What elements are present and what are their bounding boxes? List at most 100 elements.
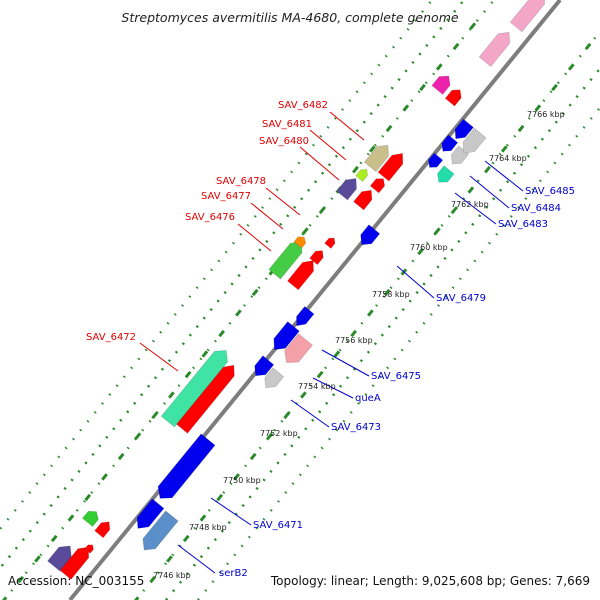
gene-blue-shape[interactable] [296,305,315,327]
tick-mark [184,370,192,379]
gene-red-shape[interactable] [353,189,373,211]
tick-mark [534,104,542,112]
gene-label-sav-6485[interactable]: SAV_6485 [525,186,575,197]
gene-purple-shape[interactable] [47,545,72,572]
leader-line [237,223,272,252]
gene-sav-6473-shape[interactable] [264,367,285,389]
kbp-label: 7750 kbp [223,476,261,485]
kbp-label: 7748 kbp [189,523,227,532]
gene-pink-shape[interactable] [509,0,546,33]
tick-mark [300,391,307,399]
gene-sav-6478b-shape[interactable] [309,250,324,266]
tick-mark [182,534,190,543]
gene-label-sav-6475[interactable]: SAV_6475 [371,371,421,382]
gene-label-serb2[interactable]: serB2 [219,568,248,579]
gene-serb2-shape[interactable] [142,510,179,551]
kbp-labels: 7746 kbp 7748 kbp 7750 kbp 7752 kbp 7754… [153,110,565,580]
gene-label-sav-6480[interactable]: SAV_6480 [259,136,309,147]
tick-dots [0,0,433,531]
tick-mark [17,575,25,584]
tick-mark [367,309,374,317]
leader-line [177,544,216,574]
tick-dots [165,66,600,600]
leader-line [469,175,510,209]
gene-sav-6480-shape[interactable] [336,178,357,201]
tick-mark [151,411,159,420]
gene-red-shape[interactable] [94,521,111,539]
kbp-label: 7746 kbp [153,571,191,580]
leader-line [329,111,365,141]
gene-label-sav-6479[interactable]: SAV_6479 [436,293,486,304]
tick-mark [149,575,157,584]
gene-label-sav-6478[interactable]: SAV_6478 [216,176,266,187]
gene-magenta-shape[interactable] [431,75,451,95]
gene-label-sav-6473[interactable]: SAV_6473 [331,422,381,433]
gene-sav-6483-shape[interactable] [436,165,455,183]
gene-blue-shape[interactable] [136,498,165,529]
leader-line [309,129,347,161]
topology-summary: Topology: linear; Length: 9,025,608 bp; … [270,574,590,588]
gene-label-sav-6484[interactable]: SAV_6484 [511,203,561,214]
gene-pink-shape[interactable] [478,31,511,68]
leader-line [454,192,497,225]
leader-lines [139,111,524,574]
tick-mark [402,104,410,112]
gene-sav-6477-shape[interactable] [293,236,307,249]
gene-red-shape[interactable] [444,89,462,107]
tick-mark [467,186,475,194]
gene-label-sav-6471[interactable]: SAV_6471 [253,520,303,531]
gene-label-sav-6483[interactable]: SAV_6483 [498,219,548,230]
leader-line [250,202,284,230]
kbp-label: 7758 kbp [372,290,410,299]
gene-blue-shape[interactable] [427,152,444,168]
gene-sav-6484-shape[interactable] [450,145,470,165]
gene-quea-shape[interactable] [284,333,314,364]
gene-sav-6479-shape[interactable] [360,224,381,246]
tick-mark [435,63,443,71]
tick-mark [235,309,242,317]
genome-title: Streptomyces avermitilis MA-4680, comple… [121,10,458,25]
tick-mark [350,329,358,338]
leader-line [210,497,252,526]
gene-red-shape[interactable] [84,544,94,554]
gene-sav-6475-shape[interactable] [273,321,300,351]
tick-mark [567,63,575,71]
gene-sav-6472-shape[interactable] [160,349,229,428]
reverse-gene-labels: serB2 SAV_6471 SAV_6473 queA SAV_6475 SA… [219,186,575,579]
kbp-label: 7754 kbp [298,382,336,391]
gene-blue-shape[interactable] [454,118,474,140]
gene-small-red-shape[interactable] [324,237,336,249]
gene-label-sav-6476[interactable]: SAV_6476 [185,212,235,223]
kbp-label: 7762 kbp [451,200,489,209]
gene-sav-6485-shape[interactable] [462,127,487,154]
tick-mark [450,206,458,215]
tick-mark [249,452,257,461]
gene-blue-shape[interactable] [254,355,275,377]
gene-sav-6472b-shape[interactable] [176,364,235,434]
gene-label-sav-6481[interactable]: SAV_6481 [262,119,312,130]
gene-label-sav-6472[interactable]: SAV_6472 [86,332,136,343]
gene-red-shape[interactable] [59,546,90,580]
gene-label-sav-6477[interactable]: SAV_6477 [201,191,251,202]
gene-sav-6482-shape[interactable] [363,144,390,173]
leader-line [299,146,340,181]
gene-blue-shape[interactable] [441,134,459,152]
tick-mark [50,534,58,543]
gene-red-shape[interactable] [369,178,386,194]
tick-mark [417,247,424,256]
kbp-label: 7760 kbp [410,243,448,252]
gene-green-shape[interactable] [81,510,99,528]
gene-sav-6478-shape[interactable] [286,260,314,291]
tick-mark [101,473,108,481]
leader-line [290,399,330,428]
gene-label-quea[interactable]: queA [355,393,381,404]
tick-mark [500,145,508,153]
gene-shapes [47,0,546,580]
gene-label-sav-6482[interactable]: SAV_6482 [278,100,328,111]
leader-line [484,160,524,192]
gene-sav-6481-shape[interactable] [355,168,369,183]
gene-sav-6471-shape[interactable] [157,433,216,499]
gene-red-shape[interactable] [377,152,404,182]
